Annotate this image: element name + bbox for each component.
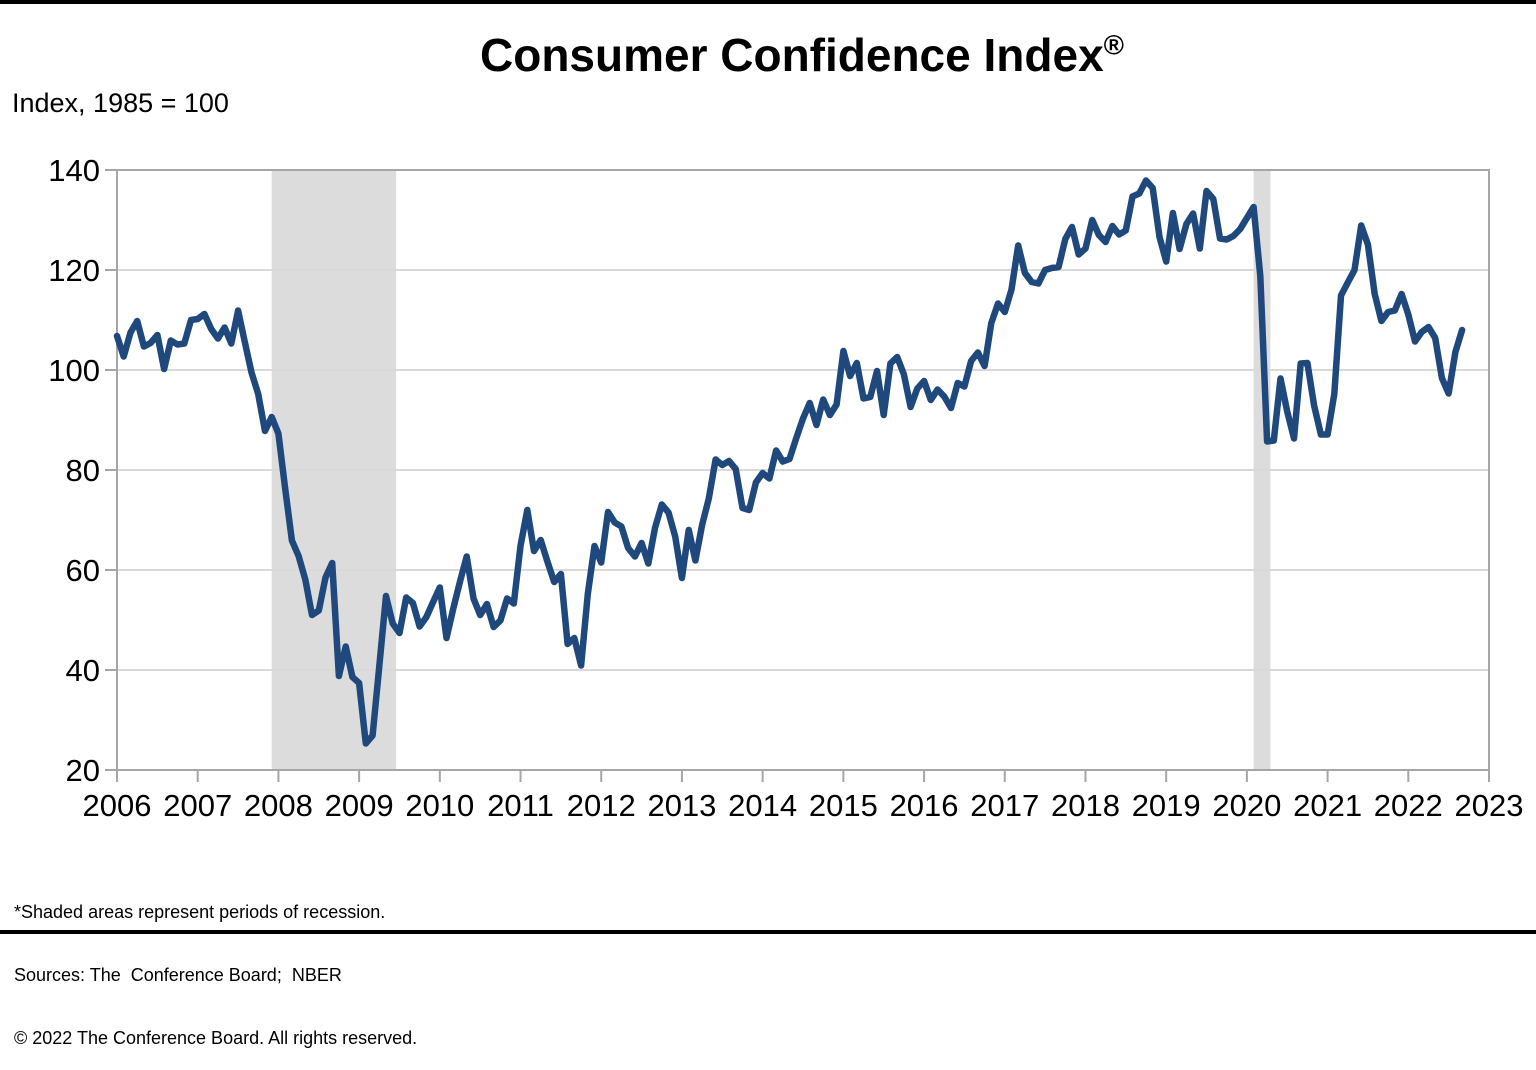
chart-title-text: Consumer Confidence Index: [480, 29, 1104, 81]
y-tick-label-120: 120: [48, 253, 100, 288]
footnote-sources: Sources: The Conference Board; NBER: [14, 965, 342, 985]
x-tick-label-2018: 2018: [1051, 788, 1120, 823]
y-tick-label-140: 140: [48, 153, 100, 188]
x-tick-label-2023: 2023: [1455, 788, 1524, 823]
x-tick-label-2013: 2013: [647, 788, 716, 823]
y-tick-label-60: 60: [66, 553, 100, 588]
x-tick-label-2010: 2010: [405, 788, 474, 823]
y-tick-label-100: 100: [48, 353, 100, 388]
x-tick-label-2009: 2009: [325, 788, 394, 823]
x-tick-label-2012: 2012: [567, 788, 636, 823]
x-tick-label-2016: 2016: [890, 788, 959, 823]
series-line-consumer-confidence: [113, 177, 1466, 747]
chart-title: Consumer Confidence Index®: [115, 28, 1489, 82]
x-tick-label-2019: 2019: [1132, 788, 1201, 823]
x-tick-label-2014: 2014: [728, 788, 797, 823]
y-tick-label-40: 40: [66, 653, 100, 688]
bottom-border: [0, 930, 1536, 934]
x-tick-label-2017: 2017: [970, 788, 1039, 823]
footnote-copyright: © 2022 The Conference Board. All rights …: [14, 1028, 418, 1048]
cci-line-chart: 20 40 60 80 100 120 140 2006 2007 2008 2009 2010 201…: [48, 153, 1524, 823]
x-tick-label-2007: 2007: [163, 788, 232, 823]
y-tick-label-20: 20: [66, 753, 100, 788]
footnotes: *Shaded areas represent periods of reces…: [14, 860, 417, 1070]
x-tick-label-2022: 2022: [1374, 788, 1443, 823]
top-border: [0, 0, 1536, 4]
x-tick-label-2020: 2020: [1212, 788, 1281, 823]
footnote-recession-note: *Shaded areas represent periods of reces…: [14, 902, 386, 922]
x-tick-label-2008: 2008: [244, 788, 313, 823]
x-tick-label-2011: 2011: [487, 788, 554, 823]
registered-trademark-symbol: ®: [1103, 29, 1124, 61]
axis-units-note: Index, 1985 = 100: [12, 88, 229, 118]
y-tick-label-80: 80: [66, 453, 100, 488]
x-tick-label-2006: 2006: [83, 788, 152, 823]
x-tick-label-2015: 2015: [809, 788, 878, 823]
x-tick-label-2021: 2021: [1293, 788, 1362, 823]
